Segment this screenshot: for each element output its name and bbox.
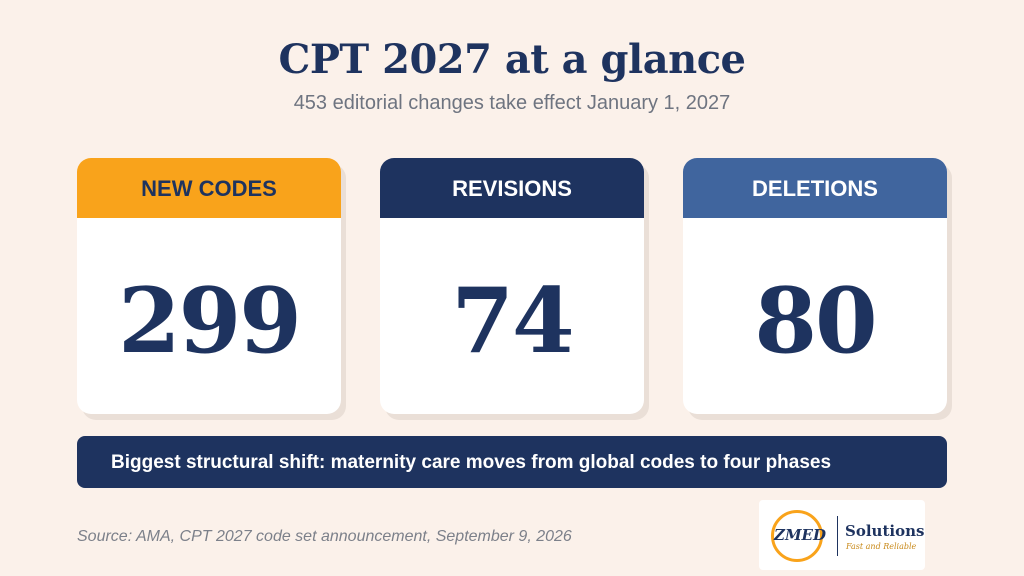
zmed-logo-icon: ZMED (771, 510, 826, 562)
zmed-logo: ZMED Solutions Fast and Reliable (759, 500, 925, 570)
logo-tagline: Fast and Reliable (846, 542, 917, 551)
source-citation: Source: AMA, CPT 2027 code set announcem… (77, 528, 572, 545)
revisions-label: REVISIONS (380, 158, 644, 218)
new-codes-value: 299 (118, 268, 302, 374)
revisions-card: REVISIONS 74 (380, 158, 644, 414)
logo-divider (837, 516, 838, 556)
new-codes-card: NEW CODES 299 (77, 158, 341, 414)
deletions-label: DELETIONS (683, 158, 947, 218)
page-subtitle: 453 editorial changes take effect Januar… (293, 92, 731, 114)
key-shift-banner: Biggest structural shift: maternity care… (77, 436, 947, 488)
logo-mark: ZMED (774, 526, 826, 544)
deletions-card: DELETIONS 80 (683, 158, 947, 414)
deletions-value: 80 (754, 268, 877, 374)
new-codes-label: NEW CODES (77, 158, 341, 218)
revisions-value: 74 (451, 268, 574, 374)
logo-name: Solutions (845, 522, 925, 540)
page-title: CPT 2027 at a glance (278, 36, 747, 83)
